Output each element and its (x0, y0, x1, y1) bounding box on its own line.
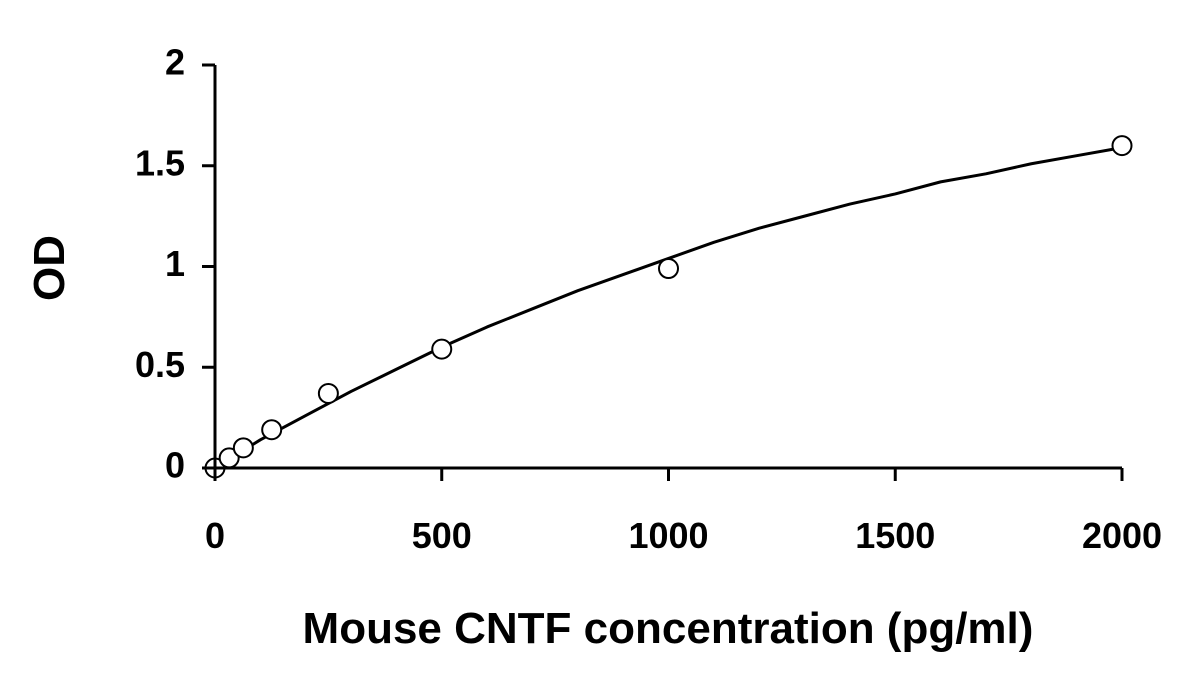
y-tick-label: 0 (165, 445, 185, 486)
y-tick-label: 1.5 (135, 142, 185, 183)
fitted-curve (213, 146, 1124, 470)
x-axis-ticks: 0 500 1000 1500 2000 (205, 468, 1162, 556)
axes: 0 0.5 1 1.5 2 0 500 1000 1500 2000 (135, 42, 1162, 556)
x-tick-label: 2000 (1082, 515, 1162, 556)
y-tick-label: 1 (165, 243, 185, 284)
y-axis-title: OD (25, 235, 74, 301)
x-tick-label: 1500 (855, 515, 935, 556)
x-axis-title: Mouse CNTF concentration (pg/ml) (303, 604, 1034, 653)
data-point (1111, 135, 1133, 157)
data-point (431, 338, 453, 360)
x-tick-label: 1000 (628, 515, 708, 556)
data-point (232, 437, 254, 459)
data-point (317, 382, 339, 404)
x-tick-label: 500 (412, 515, 472, 556)
y-axis-ticks: 0 0.5 1 1.5 2 (135, 42, 215, 486)
x-tick-label: 0 (205, 515, 225, 556)
y-tick-label: 2 (165, 42, 185, 83)
data-point (261, 419, 283, 441)
plot-area (204, 135, 1133, 479)
y-tick-label: 0.5 (135, 344, 185, 385)
data-point (658, 258, 679, 280)
